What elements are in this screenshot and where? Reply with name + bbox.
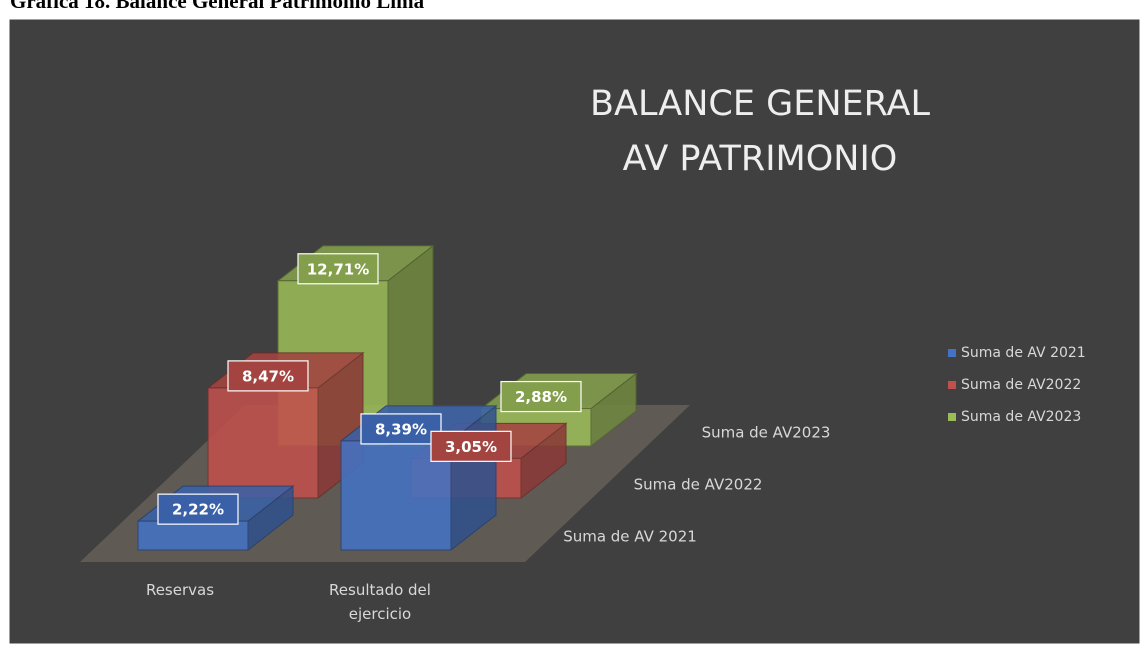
category-label: Reservas: [145, 581, 215, 599]
legend-swatch: [948, 413, 956, 421]
data-label: 2,88%: [515, 388, 567, 406]
data-label: 8,39%: [375, 420, 427, 438]
chart-title: AV PATRIMONIO: [623, 139, 898, 179]
legend-swatch: [948, 349, 956, 357]
legend-label: Suma de AV2022: [961, 377, 1081, 393]
data-label: 3,05%: [445, 438, 497, 456]
caption: Gráfica 18. Balance General Patrimonio L…: [10, 0, 425, 13]
legend-label: Suma de AV2023: [961, 409, 1081, 425]
category-label: Resultado del ejercicio: [329, 581, 431, 623]
legend-swatch: [948, 381, 956, 389]
data-label-box: [227, 360, 309, 392]
data-label: 12,71%: [307, 260, 369, 278]
chart-title: BALANCE GENERAL: [590, 84, 930, 124]
data-label: 2,22%: [172, 501, 224, 519]
depth-label: Suma de AV2022: [634, 476, 763, 494]
data-label: 8,47%: [242, 367, 294, 385]
depth-label: Suma de AV 2021: [563, 528, 697, 546]
data-label-box: [430, 430, 512, 462]
legend-label: Suma de AV 2021: [961, 345, 1086, 361]
data-label-box: [360, 413, 442, 445]
bar-face: [207, 387, 319, 499]
data-label-box: [500, 380, 582, 413]
bar-face: [137, 520, 249, 551]
data-label-box: [297, 253, 379, 285]
data-label-box: [157, 493, 239, 525]
depth-label: Suma de AV2023: [702, 424, 831, 442]
